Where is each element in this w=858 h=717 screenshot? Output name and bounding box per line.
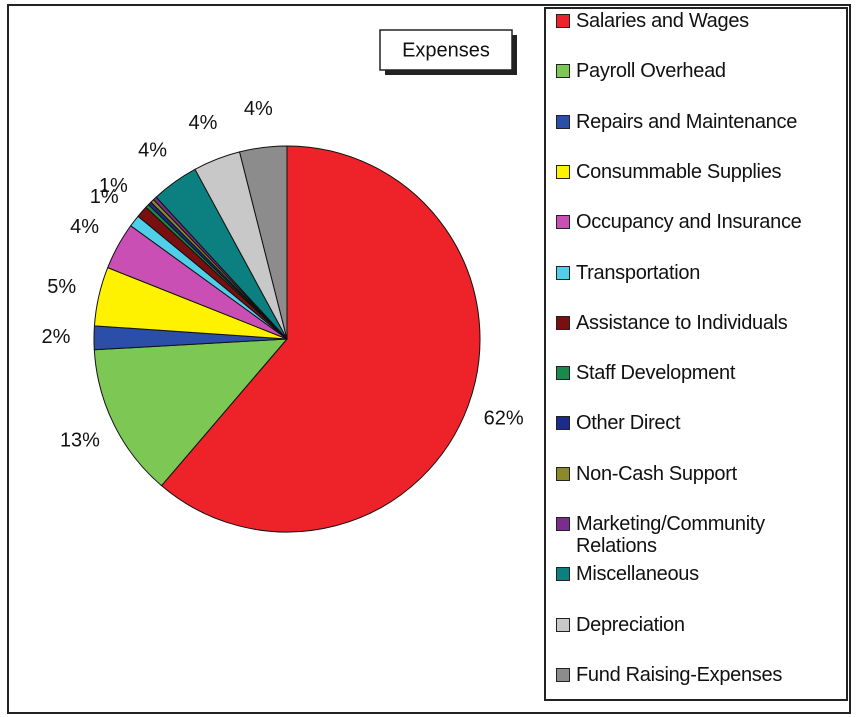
legend-swatch: [556, 416, 570, 431]
legend-label: Repairs and Maintenance: [576, 110, 798, 133]
legend-swatch: [556, 667, 570, 682]
legend-box: [544, 7, 848, 701]
legend-item: Salaries and Wages: [548, 10, 846, 32]
legend-swatch: [556, 567, 570, 582]
legend-swatch: [556, 164, 570, 179]
legend-item: Payroll Overhead: [548, 60, 846, 82]
legend-label: Consummable Supplies: [576, 160, 782, 183]
legend-label: Marketing/Community Relations: [576, 513, 765, 557]
legend-swatch: [556, 315, 570, 330]
legend-swatch: [556, 114, 570, 129]
legend-label: Assistance to Individuals: [576, 311, 788, 334]
legend-swatch: [556, 366, 570, 381]
legend-item: Staff Development: [548, 362, 846, 384]
legend-item: Consummable Supplies: [548, 161, 846, 183]
legend-item: Other Direct: [548, 412, 846, 434]
legend-label: Transportation: [576, 261, 701, 284]
legend-item: Fund Raising-Expenses: [548, 664, 846, 686]
data-label: 4%: [70, 216, 99, 238]
data-label: 4%: [244, 98, 273, 120]
data-label: 4%: [188, 112, 217, 134]
legend-item: Non-Cash Support: [548, 463, 846, 485]
legend-label: Other Direct: [576, 412, 681, 435]
legend-swatch: [556, 617, 570, 632]
data-label: 4%: [138, 139, 167, 161]
legend-item: Transportation: [548, 262, 846, 284]
legend-label: Depreciation: [576, 613, 685, 636]
legend-item: Occupancy and Insurance: [548, 211, 846, 233]
legend-label: Miscellaneous: [576, 563, 699, 586]
legend-label: Non-Cash Support: [576, 462, 737, 485]
data-label: 5%: [47, 276, 76, 298]
data-label: 2%: [42, 326, 71, 348]
legend-swatch: [556, 14, 570, 28]
legend-swatch: [556, 466, 570, 481]
legend-label: Payroll Overhead: [576, 60, 726, 83]
legend-swatch: [556, 64, 570, 79]
title-box: [379, 29, 513, 71]
chart-title: Expenses: [402, 39, 490, 61]
data-label: 62%: [484, 407, 524, 429]
legend-label: Fund Raising-Expenses: [576, 663, 783, 686]
pie-slice: [238, 145, 288, 340]
legend-swatch: [556, 265, 570, 280]
legend-label: Staff Development: [576, 362, 736, 385]
legend-item: Marketing/Community Relations: [548, 513, 846, 557]
data-label: 1%: [99, 175, 128, 197]
legend-item: Assistance to Individuals: [548, 312, 846, 334]
legend-swatch: [556, 517, 570, 531]
data-label: 13%: [60, 430, 100, 452]
pie-slice: [93, 338, 289, 487]
legend-swatch: [556, 215, 570, 230]
legend-label: Salaries and Wages: [576, 10, 749, 32]
legend-item: Miscellaneous: [548, 563, 846, 585]
legend-item: Repairs and Maintenance: [548, 111, 846, 133]
legend-label: Occupancy and Insurance: [576, 211, 802, 234]
legend-item: Depreciation: [548, 614, 846, 636]
frame: [7, 4, 851, 714]
pie-slice: [160, 145, 481, 533]
data-label: 1%: [90, 186, 119, 208]
